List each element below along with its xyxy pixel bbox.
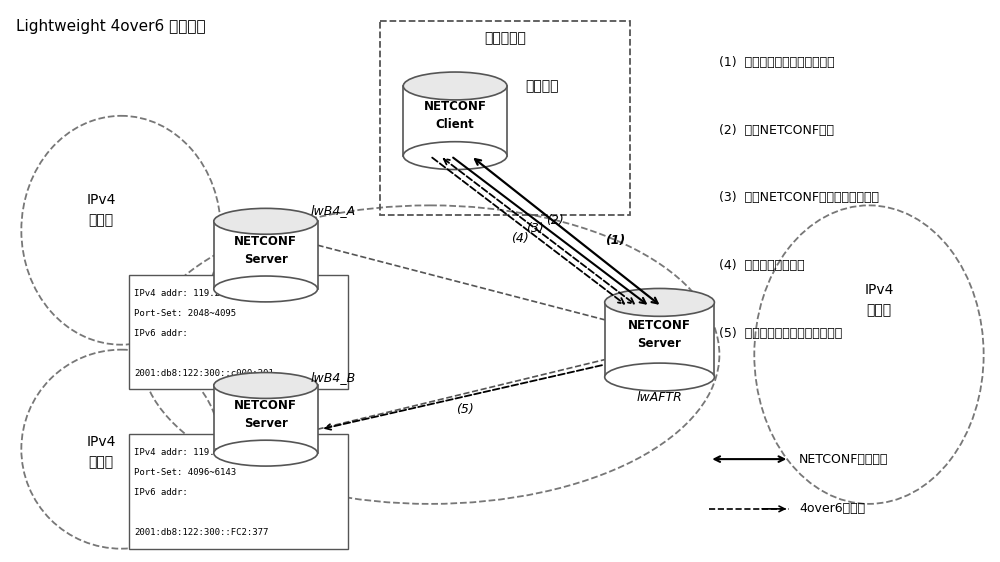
- Polygon shape: [403, 86, 507, 156]
- Text: 2001:db8:122:300::FC2:377: 2001:db8:122:300::FC2:377: [134, 528, 268, 537]
- Text: (2): (2): [546, 214, 564, 227]
- Text: 4over6数据包: 4over6数据包: [799, 502, 865, 515]
- Ellipse shape: [605, 288, 714, 316]
- Text: 网管系统: 网管系统: [525, 79, 558, 93]
- Text: IPv6接入网: IPv6接入网: [263, 462, 318, 476]
- Text: NETCONF
Server: NETCONF Server: [628, 319, 691, 350]
- Text: 运营商网络: 运营商网络: [484, 31, 526, 45]
- Text: IPv4
互联网: IPv4 互联网: [864, 283, 894, 317]
- Text: (1)  定义、编译绑定表数据模型: (1) 定义、编译绑定表数据模型: [719, 56, 835, 69]
- Text: Lightweight 4over6 过渡场景: Lightweight 4over6 过渡场景: [16, 19, 206, 34]
- Text: IPv6 addr:: IPv6 addr:: [134, 488, 188, 497]
- Text: 2001:db8:122:300::c000:201: 2001:db8:122:300::c000:201: [134, 369, 274, 378]
- Polygon shape: [214, 386, 318, 453]
- Text: Port-Set: 2048~4095: Port-Set: 2048~4095: [134, 309, 236, 318]
- Text: (4)  远程修改绑定表项: (4) 远程修改绑定表项: [719, 259, 805, 272]
- Text: IPv4
局域网: IPv4 局域网: [86, 435, 116, 469]
- Text: (5): (5): [456, 403, 474, 416]
- Polygon shape: [605, 302, 714, 377]
- Text: lwAFTR: lwAFTR: [637, 392, 682, 405]
- Ellipse shape: [214, 276, 318, 302]
- Ellipse shape: [214, 373, 318, 398]
- Ellipse shape: [403, 72, 507, 100]
- FancyBboxPatch shape: [129, 434, 348, 549]
- Text: IPv6 addr:: IPv6 addr:: [134, 329, 188, 338]
- Text: (3)  交互NETCONF能力（包括模型）: (3) 交互NETCONF能力（包括模型）: [719, 192, 879, 205]
- Text: IPv4 addr: 119.229.5.65: IPv4 addr: 119.229.5.65: [134, 448, 258, 457]
- Text: lwB4_B: lwB4_B: [311, 371, 356, 384]
- Polygon shape: [214, 221, 318, 289]
- Ellipse shape: [214, 209, 318, 234]
- Text: IPv4
局域网: IPv4 局域网: [86, 193, 116, 228]
- Text: (2)  发起NETCONF请求: (2) 发起NETCONF请求: [719, 124, 834, 137]
- Text: Port-Set: 4096~6143: Port-Set: 4096~6143: [134, 468, 236, 477]
- Text: (1): (1): [605, 234, 625, 247]
- Text: NETCONF协议消息: NETCONF协议消息: [799, 452, 889, 465]
- Text: NETCONF
Server: NETCONF Server: [234, 399, 297, 430]
- Text: (5)  数据包根据新的规则进行转发: (5) 数据包根据新的规则进行转发: [719, 327, 843, 340]
- Text: NETCONF
Client: NETCONF Client: [424, 101, 487, 132]
- Text: NETCONF
Server: NETCONF Server: [234, 235, 297, 266]
- Ellipse shape: [605, 363, 714, 391]
- FancyBboxPatch shape: [129, 275, 348, 389]
- Ellipse shape: [214, 440, 318, 466]
- Text: (4): (4): [511, 232, 529, 244]
- Text: (3): (3): [526, 222, 544, 235]
- Ellipse shape: [403, 142, 507, 170]
- Text: IPv4 addr: 119.229.5.63: IPv4 addr: 119.229.5.63: [134, 289, 258, 298]
- Text: lwB4_A: lwB4_A: [311, 204, 356, 217]
